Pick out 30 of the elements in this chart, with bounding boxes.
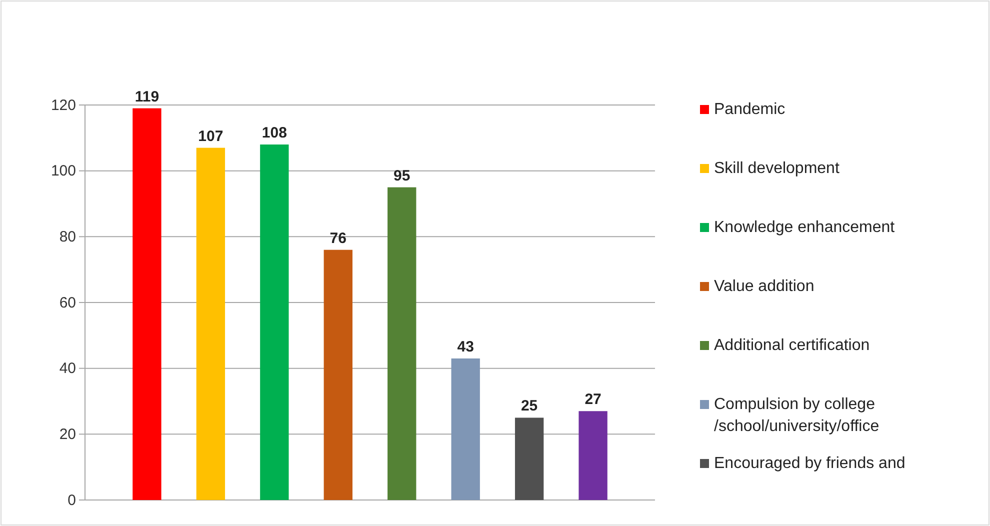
bar [451, 358, 480, 500]
y-tick-label: 20 [59, 426, 76, 443]
data-label: 107 [198, 128, 224, 145]
legend-label: Compulsion by college /school/university/office [714, 396, 880, 435]
bar [514, 418, 544, 500]
legend-label: Skill development [714, 160, 840, 177]
bar [388, 187, 416, 500]
bar [578, 411, 608, 500]
y-tick-label: 100 [50, 162, 76, 180]
y-tick-label: 120 [50, 96, 76, 114]
legend-label: Value addition [714, 278, 814, 295]
legend-label: Encouraged by friends and [714, 455, 906, 472]
legend-label: Additional certification [714, 337, 870, 354]
data-label: 95 [394, 167, 410, 184]
data-label: 43 [457, 338, 474, 356]
y-tick-label: 80 [59, 228, 76, 246]
data-label: 25 [520, 398, 538, 415]
data-label: 108 [262, 124, 287, 142]
data-label: 27 [584, 391, 602, 408]
data-label: 76 [330, 230, 346, 247]
legend-label: Knowledge enhancement [714, 219, 896, 236]
bar [132, 108, 162, 500]
bar [260, 144, 289, 500]
y-tick-label: 40 [59, 360, 76, 378]
y-tick-label: 60 [59, 294, 76, 312]
data-label: 119 [134, 88, 160, 106]
y-tick-label: 0 [68, 492, 76, 509]
bar [196, 148, 226, 500]
bar [324, 250, 352, 500]
legend-label: Pandemic [714, 101, 786, 118]
